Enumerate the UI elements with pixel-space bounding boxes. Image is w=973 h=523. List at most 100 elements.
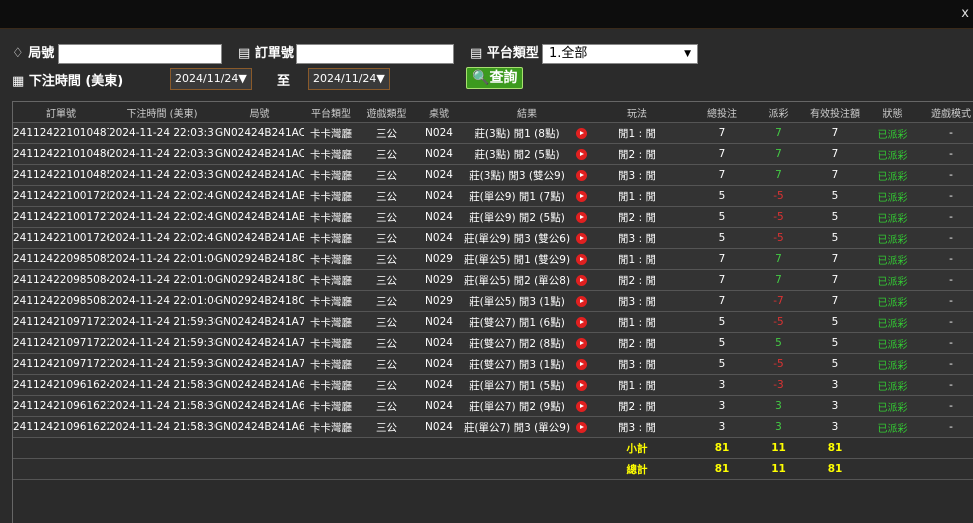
column-header: 玩法 xyxy=(591,102,683,123)
cell: N029 xyxy=(415,248,463,270)
cell: 3 xyxy=(796,395,874,417)
video-icon[interactable] xyxy=(575,232,587,244)
cell: 莊(單公9) 閒2 (5點) xyxy=(463,206,571,228)
cell: 241124210961623 xyxy=(13,395,109,417)
cell: N029 xyxy=(415,290,463,312)
cell: 5 xyxy=(683,227,761,249)
video-icon[interactable] xyxy=(575,274,587,286)
data-row: 241124221010486 2024-11-24 22:03:31 GN0242… xyxy=(13,143,973,165)
cell: 241124210961622 xyxy=(13,416,109,438)
cell: GN02424B241A6 xyxy=(215,395,304,417)
cell: 2024-11-24 22:03:31 xyxy=(109,122,215,144)
round-input[interactable] xyxy=(58,44,222,64)
cell: 莊(雙公7) 閒1 (6點) xyxy=(463,311,571,333)
cell: 莊(單公5) 閒1 (雙公9) xyxy=(463,248,571,270)
data-row: 241124210971721 2024-11-24 21:59:38 GN0242… xyxy=(13,353,973,375)
cell: 莊(雙公7) 閒2 (8點) xyxy=(463,332,571,354)
cell: N024 xyxy=(415,416,463,438)
video-icon[interactable] xyxy=(575,169,587,181)
cell: 3 xyxy=(796,416,874,438)
cell: 卡卡灣廳 xyxy=(304,164,358,186)
total-label: 總計 xyxy=(591,458,683,480)
video-icon[interactable] xyxy=(575,337,587,349)
cell: N024 xyxy=(415,353,463,375)
cell: 已派彩 xyxy=(874,269,911,291)
column-header: 派彩 xyxy=(761,102,796,123)
cell: N024 xyxy=(415,122,463,144)
cell: 莊(單公9) 閒3 (雙公6) xyxy=(463,227,571,249)
order-input[interactable] xyxy=(296,44,454,64)
cell: GN02424B241AC xyxy=(215,122,304,144)
total-value: 81 xyxy=(796,458,874,480)
cell: 2024-11-24 21:59:38 xyxy=(109,353,215,375)
close-button[interactable]: x xyxy=(961,6,969,21)
cell: 已派彩 xyxy=(874,122,911,144)
cell: GN02424B241A7 xyxy=(215,311,304,333)
cell: 7 xyxy=(796,248,874,270)
cell: N024 xyxy=(415,206,463,228)
video-icon[interactable] xyxy=(575,400,587,412)
cell: 已派彩 xyxy=(874,395,911,417)
cell: 2024-11-24 21:59:38 xyxy=(109,311,215,333)
date-to[interactable]: 2024/11/24▼ xyxy=(308,68,390,90)
cell: 莊(單公9) 閒1 (7點) xyxy=(463,185,571,207)
video-icon[interactable] xyxy=(575,379,587,391)
cell: 3 xyxy=(683,416,761,438)
cell: GN02424B241A7 xyxy=(215,353,304,375)
cell: GN02924B2418O xyxy=(215,290,304,312)
column-header: 下注時間 (美東) xyxy=(109,102,215,123)
cell: - xyxy=(911,227,973,249)
cell: GN02424B241AB xyxy=(215,185,304,207)
video-icon[interactable] xyxy=(575,148,587,160)
order-label: ▤ 訂單號 xyxy=(238,46,294,61)
video-icon[interactable] xyxy=(575,358,587,370)
cell: 241124221010486 xyxy=(13,143,109,165)
data-row: 241124221001727 2024-11-24 22:02:43 GN0242… xyxy=(13,206,973,228)
cell: 莊(單公5) 閒2 (單公8) xyxy=(463,269,571,291)
video-icon[interactable] xyxy=(575,421,587,433)
video-icon-cell xyxy=(571,143,591,165)
video-icon[interactable] xyxy=(575,253,587,265)
total-row: 總計 81 11 81 xyxy=(13,458,973,480)
video-icon-cell xyxy=(571,248,591,270)
cell: GN02924B2418O xyxy=(215,248,304,270)
column-header: 總投注 xyxy=(683,102,761,123)
cell: 7 xyxy=(761,164,796,186)
cell: 閒2 : 閒 xyxy=(591,269,683,291)
cell: - xyxy=(911,416,973,438)
order-label-text: 訂單號 xyxy=(254,46,294,61)
video-icon-cell xyxy=(571,206,591,228)
cell: 閒3 : 閒 xyxy=(591,416,683,438)
date-from[interactable]: 2024/11/24▼ xyxy=(170,68,252,90)
cell: 已派彩 xyxy=(874,374,911,396)
cell: 2024-11-24 21:58:36 xyxy=(109,395,215,417)
cell: -5 xyxy=(761,311,796,333)
cell: N024 xyxy=(415,374,463,396)
cell: 莊(單公7) 閒1 (5點) xyxy=(463,374,571,396)
cell: 閒1 : 閒 xyxy=(591,185,683,207)
video-icon-cell xyxy=(571,395,591,417)
data-row: 241124221001728 2024-11-24 22:02:43 GN0242… xyxy=(13,185,973,207)
video-icon-cell xyxy=(571,311,591,333)
cell: 241124210971723 xyxy=(13,311,109,333)
date-from-text: 2024/11/24 xyxy=(175,72,239,85)
column-header: 遊戲類型 xyxy=(358,102,415,123)
cell: N024 xyxy=(415,332,463,354)
cell: - xyxy=(911,353,973,375)
video-icon[interactable] xyxy=(575,295,587,307)
video-icon[interactable] xyxy=(575,211,587,223)
cell: GN02424B241AC xyxy=(215,164,304,186)
cell: 3 xyxy=(683,395,761,417)
cell: 5 xyxy=(683,353,761,375)
search-button[interactable]: 🔍查詢 xyxy=(466,67,524,89)
video-icon[interactable] xyxy=(575,190,587,202)
cell: 241124220985084 xyxy=(13,269,109,291)
video-icon[interactable] xyxy=(575,316,587,328)
video-icon[interactable] xyxy=(575,127,587,139)
cell: -5 xyxy=(761,353,796,375)
video-icon-cell xyxy=(571,290,591,312)
cell: 5 xyxy=(761,332,796,354)
column-header: 平台類型 xyxy=(304,102,358,123)
column-header: 有效投注額 xyxy=(796,102,874,123)
platform-select[interactable]: 1.全部 ▼ xyxy=(542,44,698,64)
